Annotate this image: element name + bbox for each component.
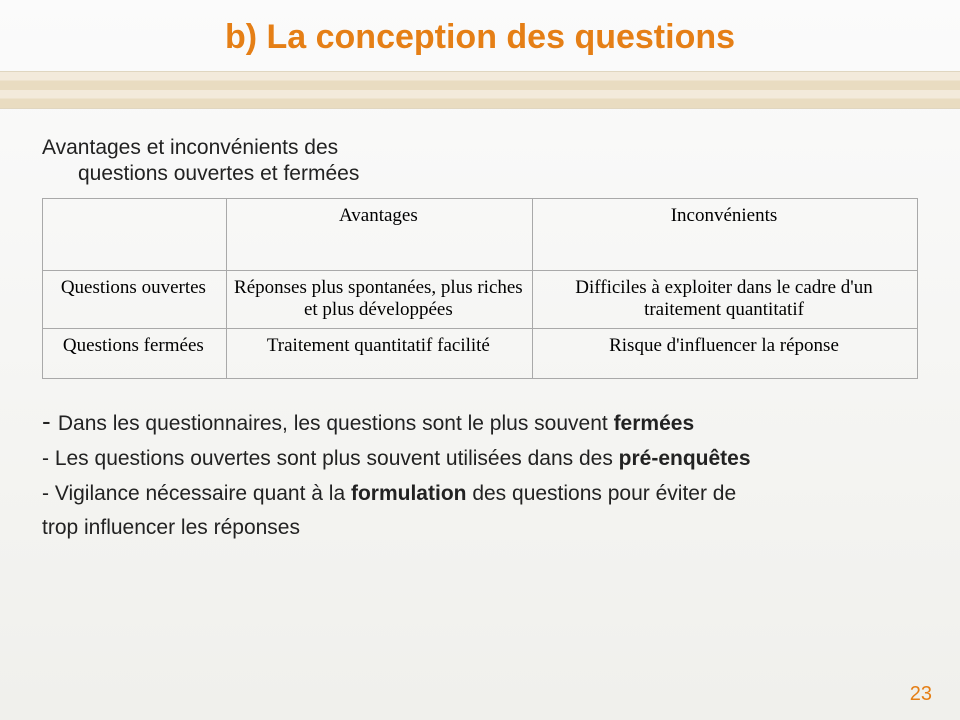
slide-title: b) La conception des questions bbox=[0, 0, 960, 71]
bullet-bold: pré-enquêtes bbox=[619, 447, 751, 470]
slide-body: Avantages et inconvénients des questions… bbox=[0, 109, 960, 545]
table-cell: Traitement quantitatif facilité bbox=[226, 329, 532, 379]
bullet-dash: - bbox=[42, 406, 58, 436]
page-number: 23 bbox=[910, 683, 932, 706]
bullet-text: trop influencer les réponses bbox=[42, 516, 300, 539]
bullet-item: - Dans les questionnaires, les questions… bbox=[42, 401, 918, 441]
table-cell: Questions fermées bbox=[43, 329, 227, 379]
table-cell: Difficiles à exploiter dans le cadre d'u… bbox=[533, 270, 918, 329]
bullet-item: - Vigilance nécessaire quant à la formul… bbox=[42, 478, 918, 511]
table-header-cell: Inconvénients bbox=[533, 198, 918, 270]
comparison-table: Avantages Inconvénients Questions ouvert… bbox=[42, 198, 918, 380]
table-cell: Réponses plus spontanées, plus riches et… bbox=[226, 270, 532, 329]
decorative-band bbox=[0, 71, 960, 109]
table-row: Questions fermées Traitement quantitatif… bbox=[43, 329, 918, 379]
table-header-cell: Avantages bbox=[226, 198, 532, 270]
bullet-text: - Vigilance nécessaire quant à la bbox=[42, 482, 351, 505]
bullet-item: - Les questions ouvertes sont plus souve… bbox=[42, 443, 918, 476]
table-cell: Risque d'influencer la réponse bbox=[533, 329, 918, 379]
table-row: Questions ouvertes Réponses plus spontan… bbox=[43, 270, 918, 329]
bullet-item-cont: trop influencer les réponses bbox=[42, 512, 918, 545]
intro-line2: questions ouvertes et fermées bbox=[42, 161, 522, 187]
table-cell: Questions ouvertes bbox=[43, 270, 227, 329]
table-row: Avantages Inconvénients bbox=[43, 198, 918, 270]
table-header-cell bbox=[43, 198, 227, 270]
bullet-bold: fermées bbox=[614, 412, 695, 435]
bullet-bold: formulation bbox=[351, 482, 467, 505]
bullet-text: - Les questions ouvertes sont plus souve… bbox=[42, 447, 619, 470]
intro-line1: Avantages et inconvénients des bbox=[42, 136, 338, 159]
intro-text: Avantages et inconvénients des questions… bbox=[42, 135, 522, 188]
bullet-text: des questions pour éviter de bbox=[466, 482, 736, 505]
bullet-text: Dans les questionnaires, les questions s… bbox=[58, 412, 614, 435]
bullet-list: - Dans les questionnaires, les questions… bbox=[42, 401, 918, 545]
